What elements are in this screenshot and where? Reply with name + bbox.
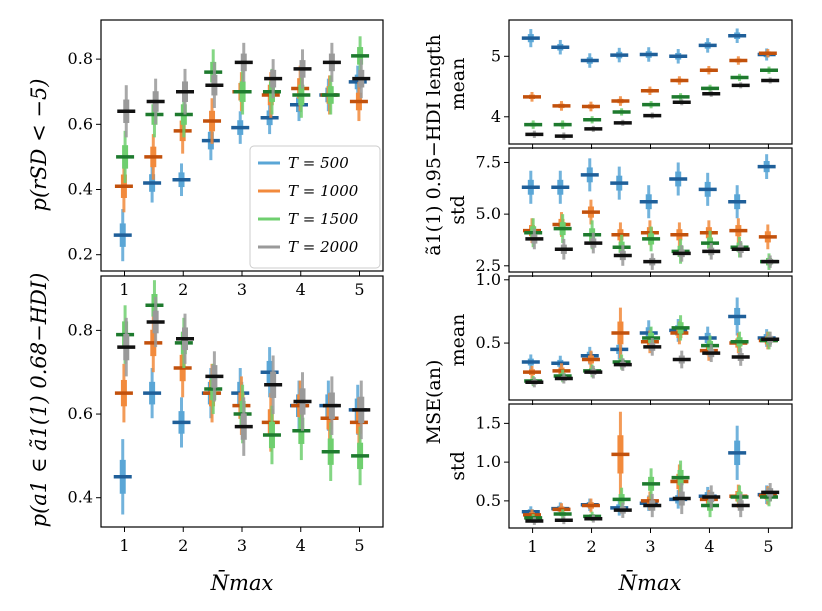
series-T2000-right_r4: [525, 483, 780, 525]
panel-right_r2: 2.5 5.0 7.5: [476, 147, 793, 277]
right-r4-sublabel: std: [447, 451, 469, 481]
right-group1-ylabel: ã1(1) 0.95−HDI length: [423, 34, 445, 256]
panel-right_r3: 0.5 1.0: [476, 270, 793, 405]
ytick-label: 5.0: [476, 204, 501, 223]
ytick-label: 0.2: [68, 245, 93, 264]
ytick-label: 0.5: [476, 333, 501, 352]
xtick-label: 1: [527, 537, 537, 556]
xtick-label: 2: [178, 536, 188, 555]
ytick-label: 1.0: [476, 452, 501, 471]
xtick-label: 5: [354, 280, 364, 299]
xtick-label: 1: [119, 280, 129, 299]
xtick-label: 3: [645, 537, 655, 556]
ytick-label: 7.5: [476, 152, 501, 171]
left-top-ylabel: p(rSD < −5): [27, 79, 51, 212]
xtick-label: 1: [119, 536, 129, 555]
legend-label: T = 2000: [288, 238, 359, 256]
xtick-label: 3: [237, 280, 247, 299]
right-r2-sublabel: std: [447, 195, 469, 225]
xtick-label: 2: [586, 537, 596, 556]
series-T1000-right_r1: [522, 49, 777, 112]
xtick-label: 4: [704, 537, 714, 556]
xtick-label: 4: [296, 280, 306, 299]
ytick-label: 0.8: [68, 320, 93, 339]
ytick-label: 2.5: [476, 256, 501, 275]
right-xlabel: N̄max: [618, 570, 682, 595]
series-T2000-right_r3: [525, 331, 780, 388]
left-xlabel: N̄max: [210, 570, 274, 595]
panel-right_r4: 0.5 1.0 1.5 1 2 3 4 5: [476, 403, 793, 556]
ytick-label: 0.4: [68, 488, 93, 507]
axes-frame: [508, 147, 793, 273]
xtick-label: 3: [237, 536, 247, 555]
left-bottom-ylabel: p(a1 ∈ ã1(1) 0.68−HDI): [27, 273, 51, 528]
axes-frame: [508, 19, 793, 145]
ytick-label: 0.5: [476, 491, 501, 510]
xtick-label: 4: [296, 536, 306, 555]
panel-left_bottom: 0.4 0.6 0.8 1 2 3 4 5: [68, 275, 384, 555]
series-T500-right_r2: [521, 154, 776, 219]
right-group2-ylabel: MSE(an): [423, 360, 445, 445]
series-T2000-left_bottom: [117, 296, 371, 456]
legend-box: [249, 145, 381, 269]
xtick-label: 5: [354, 536, 364, 555]
right-r3-sublabel: mean: [447, 314, 469, 367]
ytick-label: 5: [491, 46, 501, 65]
panel-right_r1: 45: [491, 19, 793, 149]
legend: T = 500 T = 1000 T = 1500 T = 2000: [249, 145, 381, 269]
ytick-label: 0.8: [68, 49, 93, 68]
ytick-label: 4: [491, 107, 501, 126]
right-r1-sublabel: mean: [447, 58, 469, 111]
legend-label: T = 1000: [288, 182, 359, 200]
panel-left_top: 0.2 0.4 0.6 0.8 1 2 3 4 5 T = 500 T = 1000 T = 1500…: [68, 19, 384, 299]
legend-label: T = 1500: [288, 210, 359, 228]
xtick-label: 5: [763, 537, 773, 556]
series-T2000-right_r1: [525, 77, 780, 140]
series-T2000-left_top: [117, 42, 371, 138]
series-T1500-right_r1: [524, 66, 779, 129]
ytick-label: 0.6: [68, 114, 93, 133]
xtick-label: 2: [178, 280, 188, 299]
ytick-label: 0.4: [68, 180, 93, 199]
ytick-label: 1.5: [476, 413, 501, 432]
legend-label: T = 500: [288, 154, 349, 172]
series-T2000-right_r2: [525, 228, 780, 270]
ytick-label: 1.0: [476, 270, 501, 289]
ytick-label: 0.6: [68, 404, 93, 423]
